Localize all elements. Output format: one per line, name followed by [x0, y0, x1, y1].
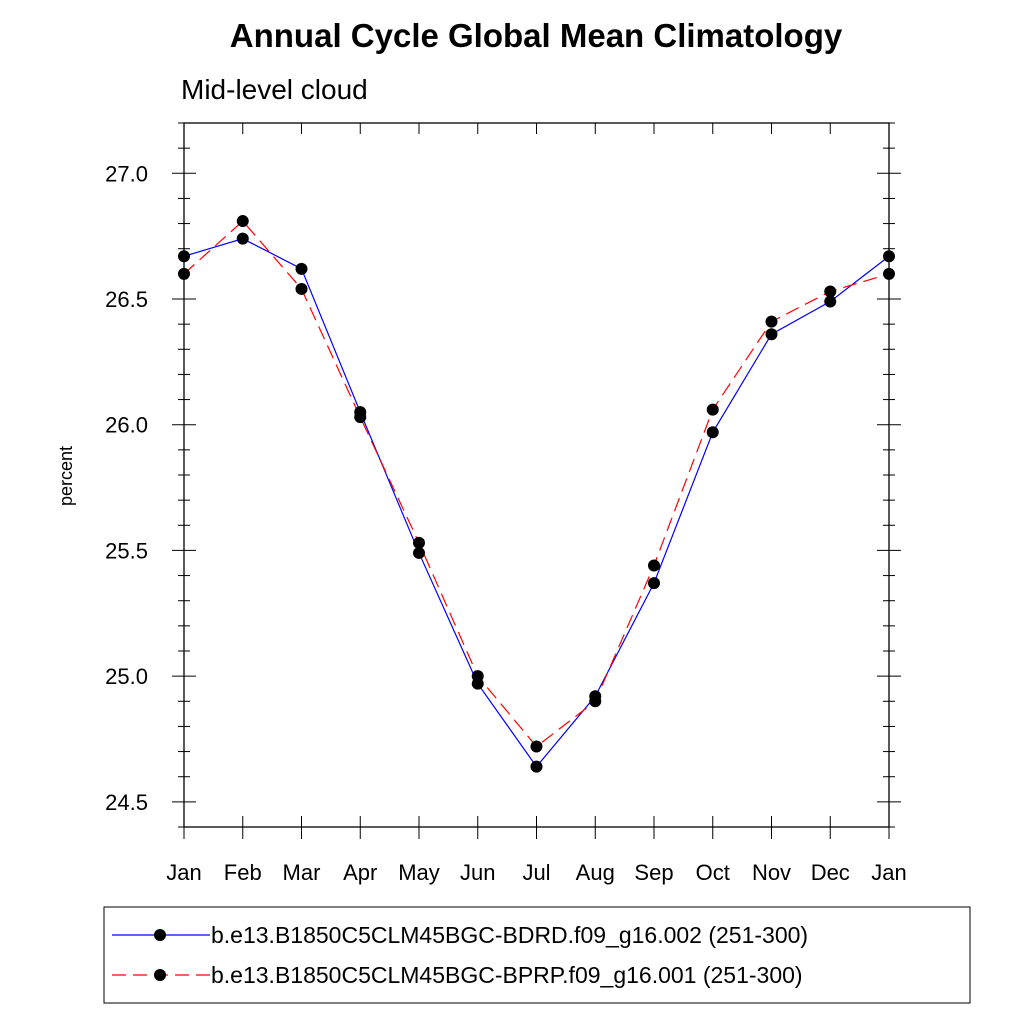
series-line-1 — [183, 238, 890, 768]
x-tick-label: May — [398, 860, 440, 885]
series-2-point — [295, 282, 308, 295]
series-2-point — [236, 215, 249, 228]
series-2-point — [765, 315, 778, 328]
legend: b.e13.B1850C5CLM45BGC-BDRD.f09_g16.002 (… — [112, 922, 808, 988]
series-2-point — [354, 411, 367, 424]
series-line-2 — [183, 220, 890, 748]
x-tick-label: Oct — [696, 860, 730, 885]
series-2-point — [883, 267, 895, 280]
series-2-point — [589, 695, 602, 708]
x-tick-label: Apr — [343, 860, 377, 885]
x-tick-label: Nov — [752, 860, 791, 885]
series-1-point — [178, 250, 190, 263]
y-tick-label: 26.5 — [105, 287, 148, 312]
x-tick-label: Dec — [811, 860, 850, 885]
series-layer — [178, 215, 895, 773]
y-tick-label: 26.0 — [105, 413, 148, 438]
series-2-point — [471, 670, 484, 683]
y-axis-label: percent — [56, 446, 76, 506]
series-1-point — [530, 760, 543, 773]
legend-box — [103, 906, 971, 1004]
x-tick-label: Mar — [283, 860, 321, 885]
x-tick-label: Aug — [576, 860, 615, 885]
series-1-point — [295, 262, 308, 275]
series-2-point — [824, 285, 837, 298]
series-1-point — [648, 577, 660, 590]
legend-label-2: b.e13.B1850C5CLM45BGC-BPRP.f09_g16.001 (… — [211, 962, 803, 988]
series-2-point — [413, 536, 425, 549]
y-tick-label: 27.0 — [105, 161, 148, 186]
plot-area — [183, 122, 890, 828]
y-tick-label: 24.5 — [105, 790, 148, 815]
x-tick-label: Jan — [871, 860, 906, 885]
series-2-point — [178, 267, 190, 280]
chart-subtitle: Mid-level cloud — [181, 74, 368, 105]
series-2-point — [706, 403, 719, 416]
series-1-point — [883, 250, 895, 263]
series-1-point — [824, 295, 837, 308]
series-1-point — [765, 328, 778, 341]
series-1-point — [236, 232, 249, 245]
x-tick-label: Jan — [166, 860, 201, 885]
series-1-point — [413, 546, 425, 559]
legend-marker-2 — [154, 969, 166, 981]
chart-title: Annual Cycle Global Mean Climatology — [230, 17, 843, 54]
legend-label-1: b.e13.B1850C5CLM45BGC-BDRD.f09_g16.002 (… — [211, 922, 808, 948]
y-tick-label: 25.5 — [105, 538, 148, 563]
series-2-point — [530, 740, 543, 753]
x-tick-label: Feb — [224, 860, 262, 885]
legend-marker-1 — [154, 929, 166, 941]
series-2-point — [648, 559, 660, 572]
x-tick-label: Jun — [460, 860, 495, 885]
series-1-point — [706, 426, 719, 439]
y-tick-label: 25.0 — [105, 664, 148, 689]
x-tick-label: Jul — [522, 860, 550, 885]
x-tick-label: Sep — [634, 860, 673, 885]
axes-layer: Jan Feb Mar Apr May Jun Jul Aug Sep Oct Nov Dec Jan 2… — [105, 122, 907, 885]
